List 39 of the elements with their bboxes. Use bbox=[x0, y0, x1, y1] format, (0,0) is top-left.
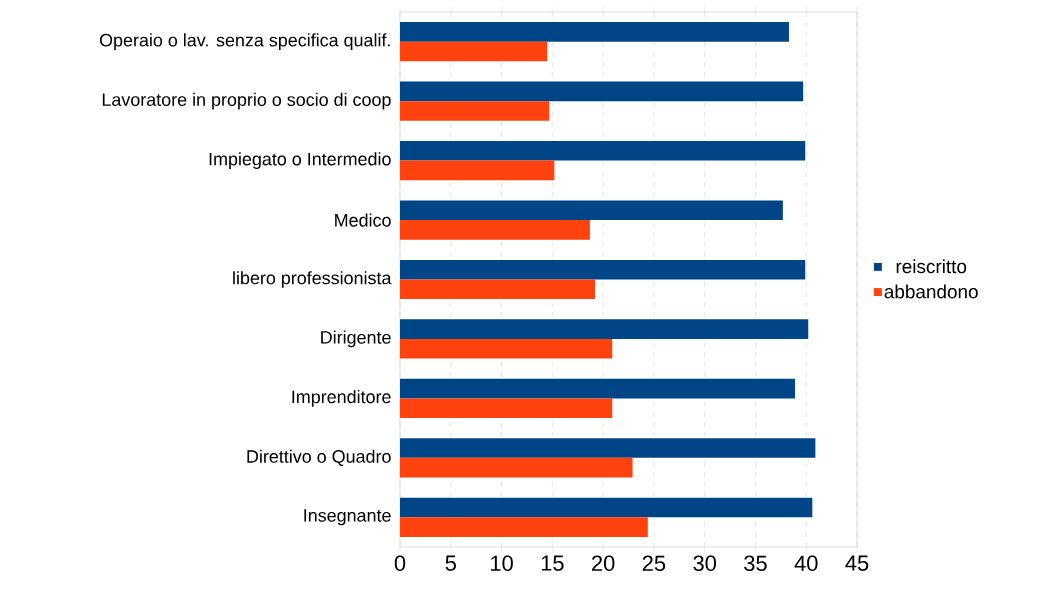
y-tick-label: Insegnante bbox=[304, 509, 391, 526]
x-tick-label: 5 bbox=[445, 555, 456, 571]
bar bbox=[400, 457, 633, 478]
x-tick-label: 10 bbox=[491, 555, 513, 572]
bar bbox=[400, 319, 809, 339]
bar bbox=[400, 398, 613, 418]
y-tick-label: libero professionista bbox=[233, 271, 392, 288]
y-tick-label: Operaio o lav. senza specifica qualif. bbox=[99, 33, 390, 51]
legend-label: reiscritto bbox=[896, 259, 967, 274]
bar bbox=[400, 438, 816, 458]
bar bbox=[400, 81, 804, 102]
bar bbox=[400, 41, 548, 62]
x-tick-label: 25 bbox=[642, 555, 666, 572]
legend-label: abbandono bbox=[884, 284, 978, 299]
y-tick-label: Medico bbox=[335, 213, 391, 227]
y-tick-label: Direttivo o Quadro bbox=[247, 449, 391, 467]
x-tick-label: 45 bbox=[845, 555, 869, 571]
y-tick-label: Impiegato o Intermedio bbox=[209, 152, 391, 169]
y-tick-label: Lavoratore in proprio o socio di coop bbox=[102, 92, 391, 110]
x-tick-label: 30 bbox=[693, 555, 716, 572]
bar bbox=[400, 279, 595, 300]
bar bbox=[400, 378, 796, 399]
bar bbox=[400, 497, 813, 518]
x-tick-label: 20 bbox=[592, 555, 615, 572]
bar bbox=[400, 338, 613, 359]
y-tick-label: Imprenditore bbox=[292, 390, 391, 407]
bar bbox=[400, 101, 550, 121]
bar bbox=[400, 259, 806, 280]
x-tick-label: 35 bbox=[744, 555, 767, 572]
x-tick-label: 15 bbox=[541, 555, 564, 571]
bar bbox=[400, 160, 555, 181]
bar bbox=[400, 140, 806, 161]
x-tick-label: 0 bbox=[394, 555, 406, 572]
bar bbox=[400, 517, 648, 537]
x-tick-label: 40 bbox=[794, 555, 818, 572]
bar bbox=[400, 22, 789, 42]
y-tick-label: Dirigente bbox=[321, 330, 391, 348]
bar bbox=[400, 220, 590, 240]
bar bbox=[400, 200, 783, 221]
